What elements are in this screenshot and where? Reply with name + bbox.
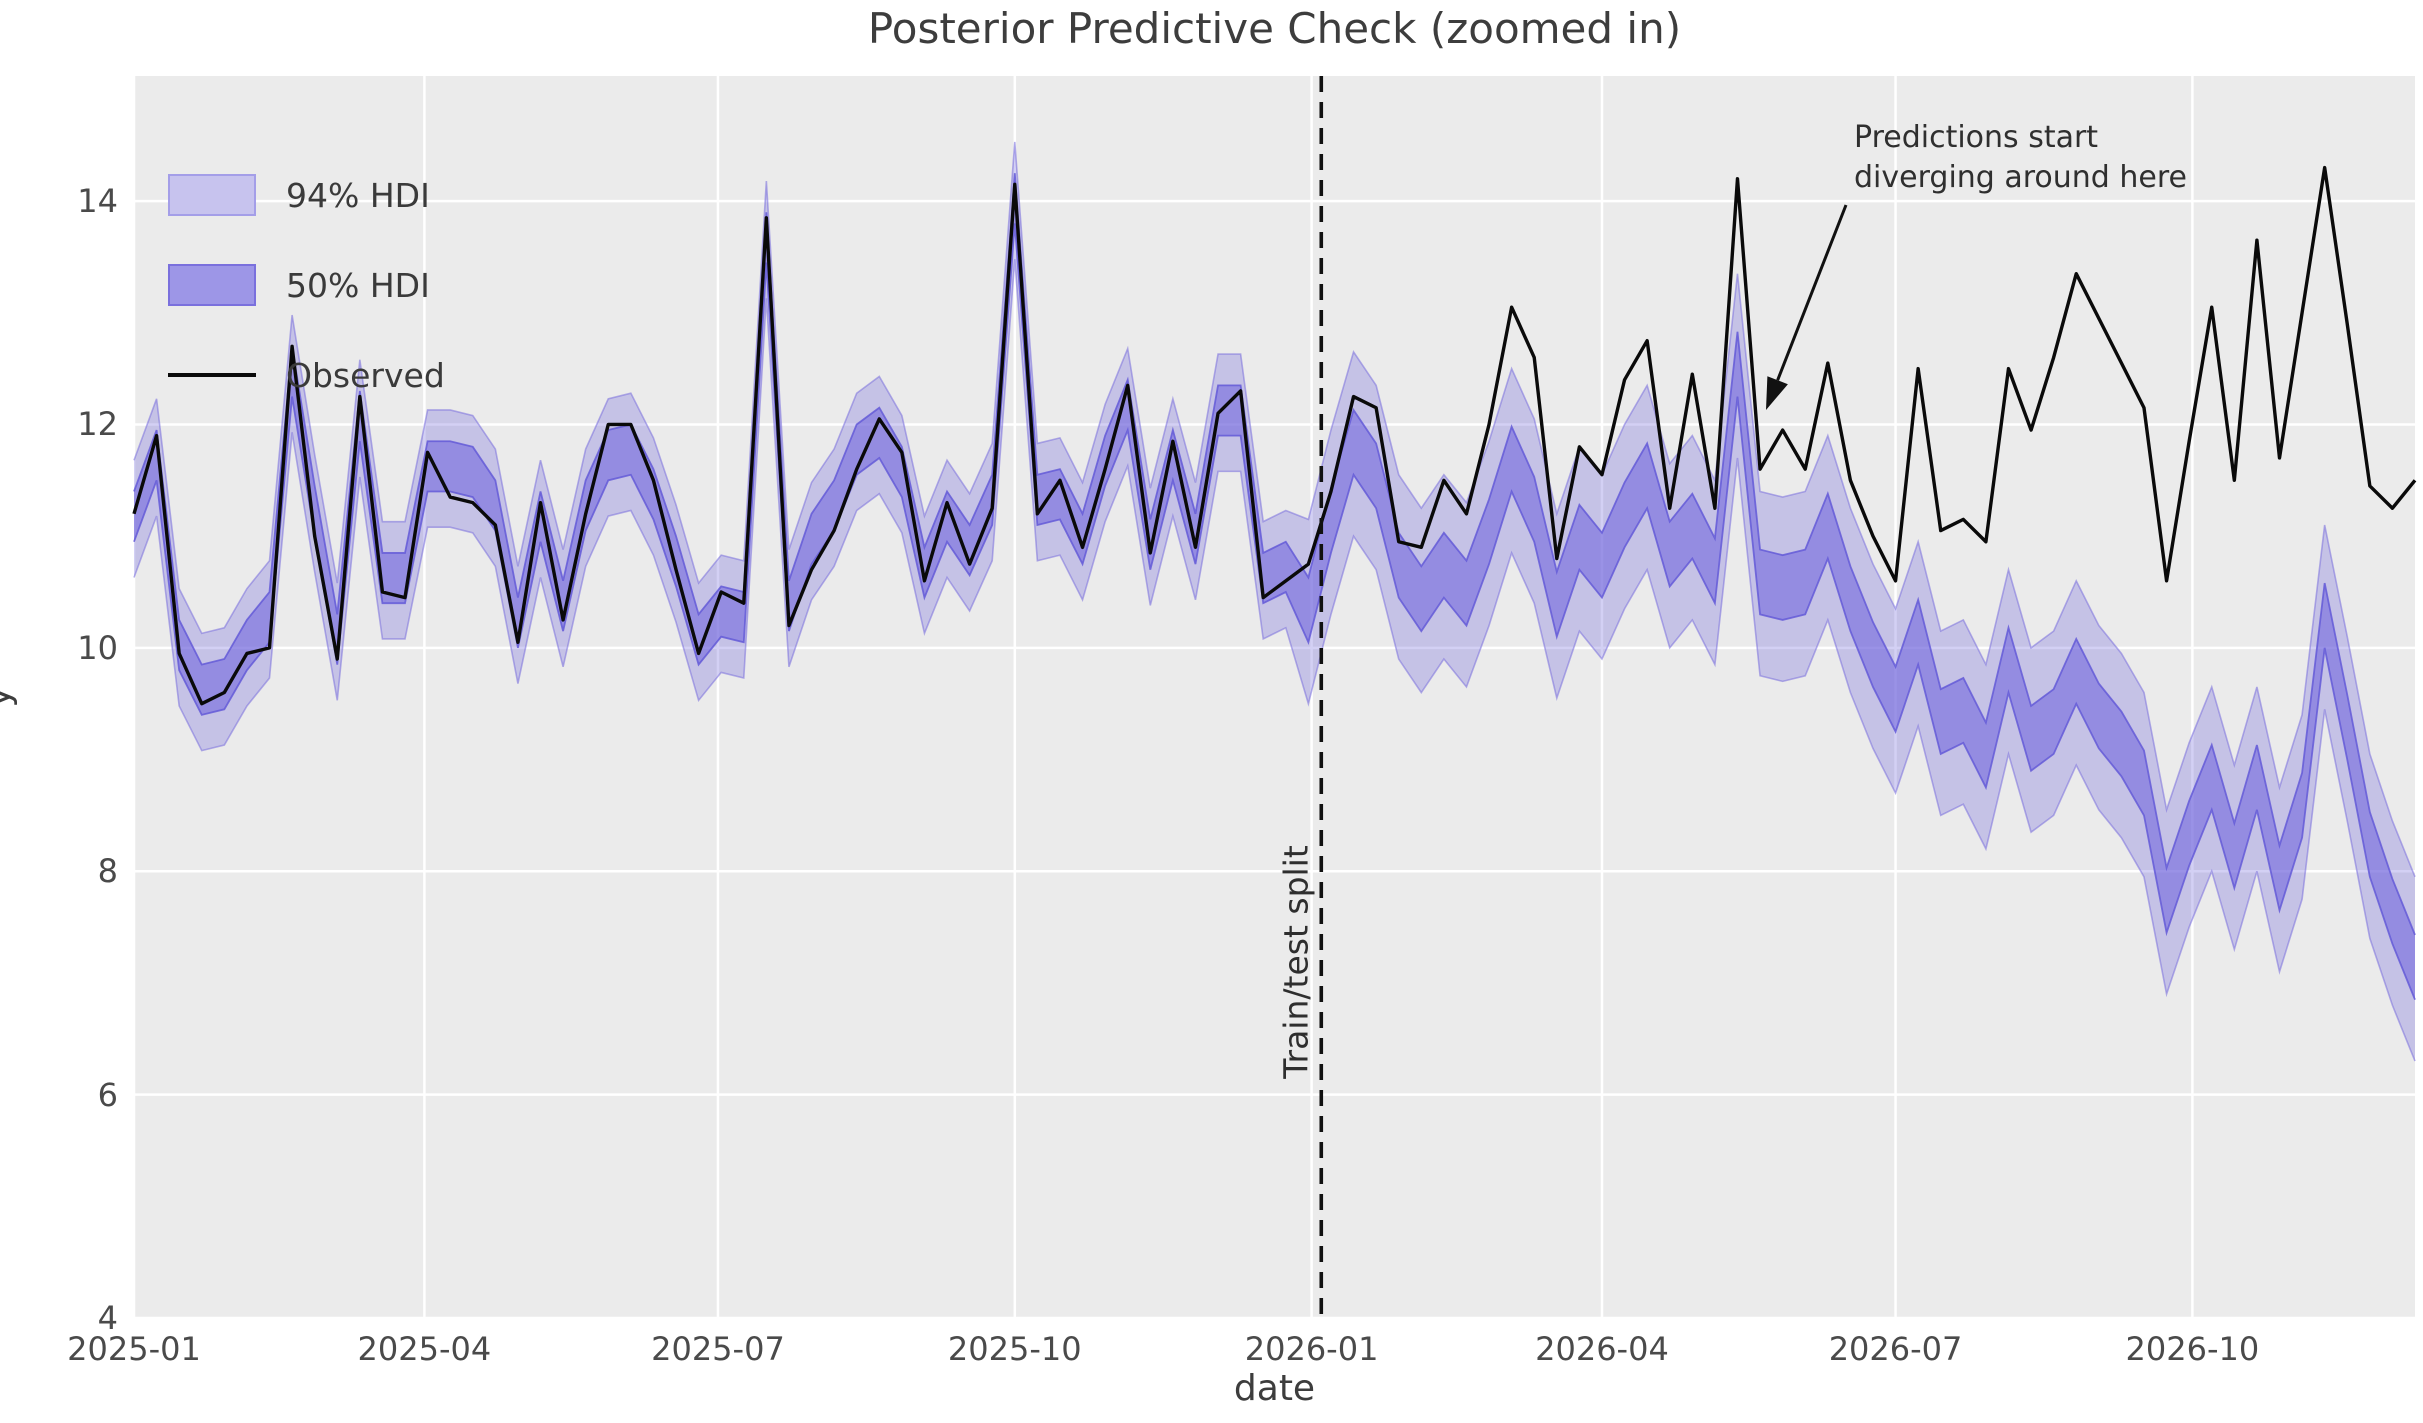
x-tick-label: 2026-07 <box>1828 1330 1963 1368</box>
y-tick-label: 12 <box>77 405 118 444</box>
annotation-line2: diverging around here <box>1854 159 2187 195</box>
y-axis-label: y <box>0 686 19 707</box>
train-test-split-label: Train/test split <box>1276 845 1316 1079</box>
annotation-line1: Predictions start <box>1854 120 2099 155</box>
y-tick-label: 6 <box>97 1075 118 1114</box>
x-tick-label: 2025-01 <box>67 1330 201 1368</box>
plot-area <box>134 76 2415 1318</box>
x-tick-label: 2026-10 <box>2125 1330 2260 1368</box>
legend-item-observed: Observed <box>168 330 445 420</box>
hdi50-swatch-icon <box>168 264 256 306</box>
legend-label-observed: Observed <box>286 355 445 395</box>
legend-label-94hdi: 94% HDI <box>286 175 430 215</box>
y-tick-label: 4 <box>97 1299 118 1337</box>
legend-label-50hdi: 50% HDI <box>286 265 430 305</box>
x-tick-label: 2025-10 <box>947 1330 1082 1368</box>
x-tick-label: 2026-01 <box>1244 1330 1379 1368</box>
observed-line-icon <box>168 373 256 377</box>
legend-item-94hdi: 94% HDI <box>168 150 445 240</box>
legend: 94% HDI 50% HDI Observed <box>168 150 445 420</box>
x-axis-label: date <box>1233 1368 1316 1409</box>
legend-item-50hdi: 50% HDI <box>168 240 445 330</box>
y-tick-label: 10 <box>77 628 118 667</box>
x-tick-label: 2026-04 <box>1535 1330 1669 1368</box>
x-tick-label: 2025-04 <box>357 1330 492 1368</box>
y-tick-label: 14 <box>77 182 118 221</box>
hdi94-swatch-icon <box>168 174 256 216</box>
annotation-text: Predictions start diverging around here <box>1854 118 2187 197</box>
chart-title: Posterior Predictive Check (zoomed in) <box>867 4 1682 53</box>
y-tick-label: 8 <box>97 852 118 891</box>
x-tick-label: 2025-07 <box>651 1330 785 1368</box>
